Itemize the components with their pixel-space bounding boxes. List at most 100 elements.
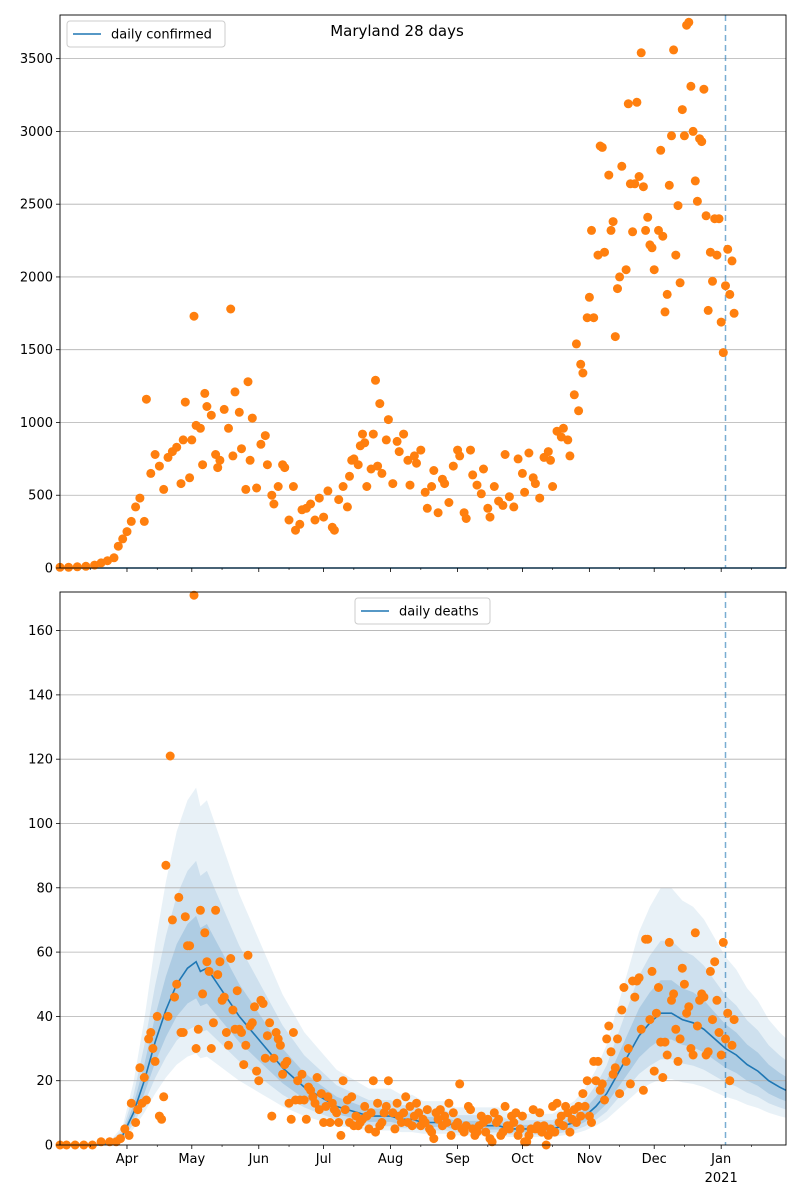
- data-point: [448, 1108, 458, 1118]
- data-point: [500, 450, 510, 459]
- data-point: [347, 1092, 357, 1102]
- data-point: [669, 45, 679, 55]
- data-point: [122, 527, 132, 537]
- data-point: [323, 486, 333, 496]
- deaths-x-ticks: Apr May Jun Jul Aug Sep Oct Nov Dec Jan 2021: [89, 1145, 752, 1186]
- x-tick-label: May: [178, 1152, 205, 1167]
- axes-frame: [59, 14, 787, 569]
- data-point: [319, 1118, 329, 1127]
- data-point: [206, 410, 216, 420]
- data-point: [195, 905, 205, 915]
- data-point: [628, 227, 638, 237]
- data-point: [260, 431, 270, 441]
- data-point: [509, 502, 519, 512]
- x-tick-label: Dec: [642, 1152, 667, 1167]
- data-point: [390, 1124, 400, 1134]
- data-point: [200, 388, 210, 398]
- data-point: [403, 455, 413, 465]
- data-point: [234, 407, 244, 417]
- data-point: [638, 1085, 648, 1095]
- data-point: [342, 502, 352, 512]
- deaths-panel: 0 20 40 60 80 100 120 140 160 Apr May Jun Jul Aug Sep…: [28, 590, 787, 1186]
- data-point: [252, 1066, 262, 1076]
- data-point: [658, 1073, 668, 1082]
- data-point: [658, 231, 668, 241]
- axes-frame: [59, 591, 787, 1146]
- data-point: [453, 1118, 463, 1127]
- data-point: [446, 1130, 456, 1140]
- data-point: [362, 482, 372, 491]
- data-point: [692, 196, 702, 206]
- data-point: [189, 311, 199, 321]
- data-point: [202, 402, 212, 411]
- data-point: [714, 1028, 724, 1037]
- data-point: [703, 1047, 713, 1057]
- data-point: [254, 1076, 264, 1086]
- data-point: [388, 479, 398, 489]
- data-point: [198, 460, 208, 470]
- legend-label: daily confirmed: [111, 28, 212, 43]
- data-point: [221, 1028, 231, 1037]
- data-point: [444, 498, 454, 507]
- data-point: [96, 1137, 106, 1147]
- data-point: [213, 463, 223, 473]
- data-point: [150, 450, 160, 459]
- data-point: [697, 137, 707, 147]
- data-point: [135, 493, 145, 503]
- data-point: [638, 182, 648, 192]
- data-point: [312, 1073, 322, 1082]
- data-point: [170, 992, 179, 1002]
- series-line: [60, 960, 787, 1146]
- data-point: [723, 244, 733, 254]
- data-point: [703, 305, 713, 315]
- data-point: [509, 1118, 519, 1127]
- data-point: [662, 1050, 672, 1060]
- data-point: [159, 1092, 169, 1102]
- data-point: [243, 950, 253, 960]
- data-point: [368, 1076, 378, 1086]
- deaths-model-line: [60, 960, 787, 1146]
- data-point: [269, 1053, 279, 1063]
- data-point: [195, 423, 205, 433]
- data-point: [258, 999, 268, 1008]
- y-tick-label: 3500: [20, 52, 53, 67]
- data-point: [476, 489, 486, 499]
- data-point: [405, 480, 415, 490]
- data-point: [610, 1063, 620, 1073]
- data-point: [154, 461, 164, 471]
- data-point: [565, 451, 575, 461]
- data-point: [198, 989, 208, 999]
- data-point: [729, 308, 739, 318]
- y-tick-label: 120: [28, 753, 53, 768]
- data-point: [489, 482, 499, 491]
- data-point: [602, 1034, 612, 1044]
- data-point: [219, 404, 229, 414]
- data-point: [619, 983, 629, 992]
- data-point: [368, 429, 378, 439]
- data-point: [161, 860, 171, 870]
- data-point: [252, 483, 262, 493]
- data-point: [215, 455, 225, 465]
- y-tick-label: 140: [28, 688, 53, 703]
- data-point: [718, 348, 728, 358]
- data-point: [455, 1079, 465, 1089]
- data-point: [699, 992, 709, 1002]
- data-point: [712, 250, 722, 260]
- data-point: [280, 463, 290, 473]
- data-point: [399, 1108, 409, 1118]
- data-point: [481, 1127, 491, 1137]
- data-point: [574, 406, 584, 416]
- data-point: [126, 1098, 136, 1108]
- confirmed-x-ticks: [89, 568, 752, 572]
- data-point: [157, 1114, 167, 1124]
- x-tick-label: Aug: [378, 1152, 403, 1167]
- data-point: [174, 892, 184, 902]
- data-point: [546, 455, 555, 465]
- data-point: [412, 1098, 421, 1108]
- data-point: [483, 503, 493, 513]
- data-point: [578, 1089, 588, 1099]
- data-point: [671, 250, 681, 260]
- data-point: [180, 397, 190, 407]
- data-point: [371, 375, 380, 385]
- data-point: [656, 145, 666, 155]
